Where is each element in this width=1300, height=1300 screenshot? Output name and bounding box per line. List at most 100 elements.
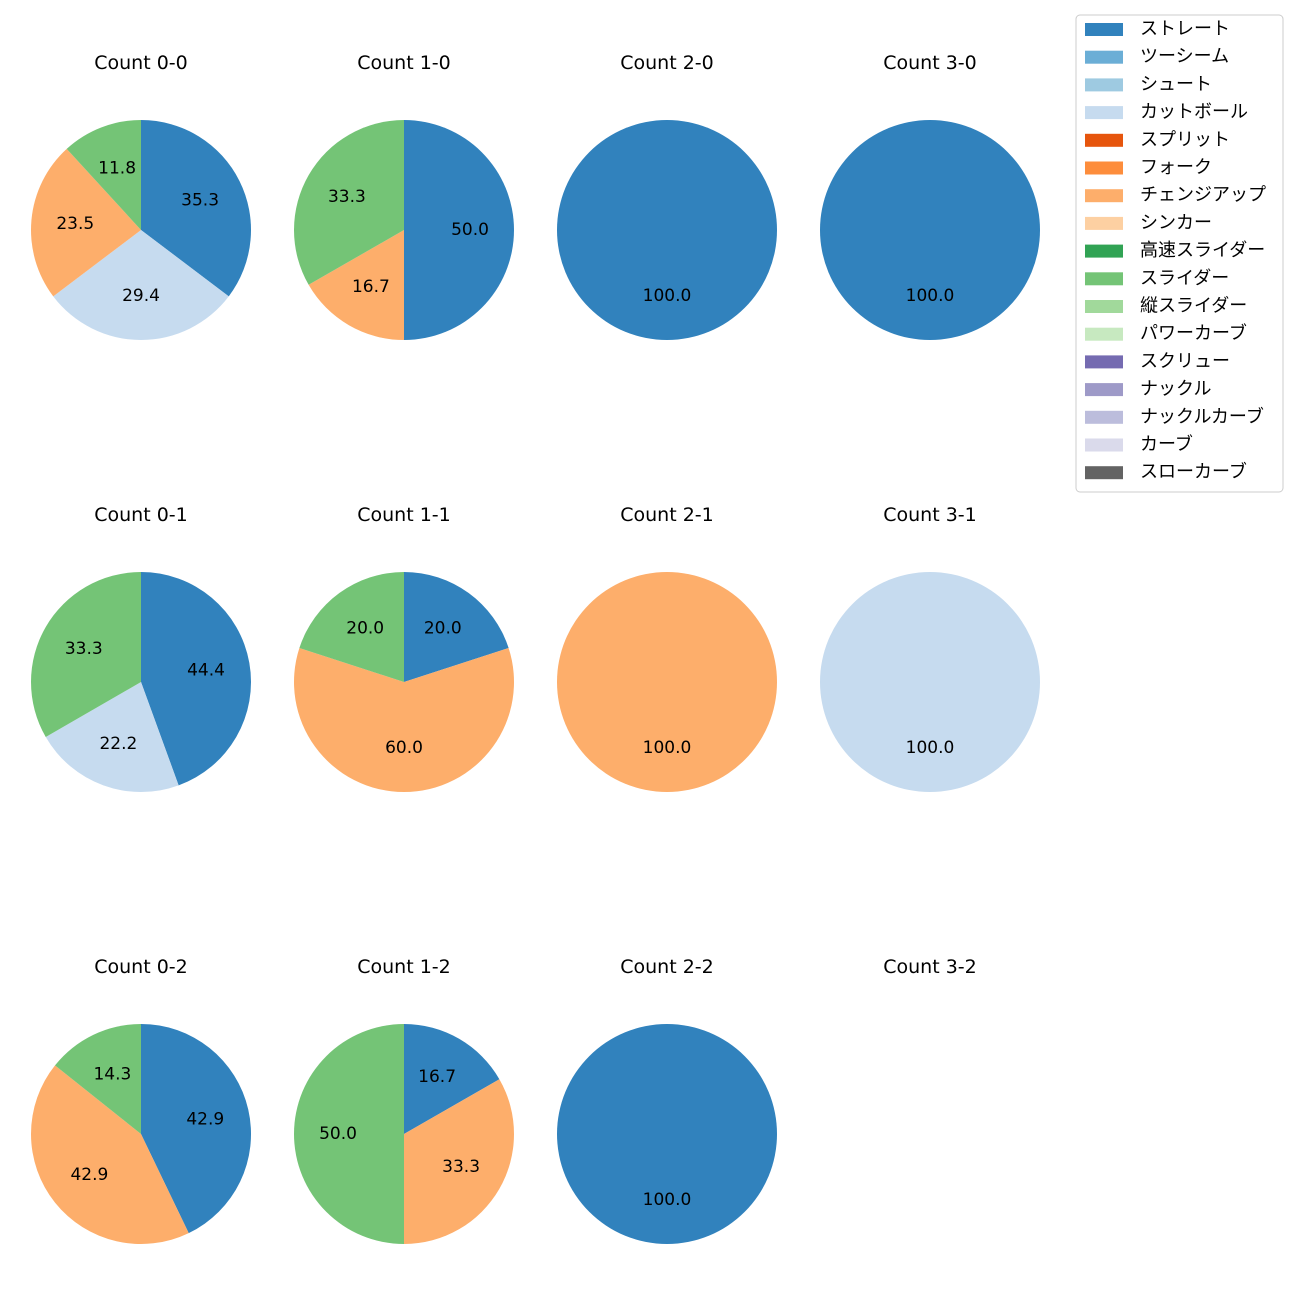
pie-slice xyxy=(820,572,1040,792)
pie-slice xyxy=(45,682,179,793)
legend-label: スローカーブ xyxy=(1140,461,1247,483)
pie-slice xyxy=(299,572,404,682)
legend-label: スライダー xyxy=(1140,268,1229,289)
legend-swatch xyxy=(1085,161,1123,175)
slice-label: 16.7 xyxy=(352,277,390,297)
pie-title: Count 1-0 xyxy=(357,52,451,74)
slice-label: 50.0 xyxy=(451,220,489,240)
pie-11: Count 2-2 100.0 xyxy=(557,956,777,1244)
pie-title: Count 3-0 xyxy=(883,52,977,74)
pie-slice xyxy=(141,1024,252,1234)
pie-title: Count 2-1 xyxy=(620,504,714,526)
pie-slice xyxy=(31,572,142,737)
legend-swatch xyxy=(1085,216,1123,230)
slice-label: 100.0 xyxy=(643,1190,692,1210)
legend-label: 縦スライダー xyxy=(1140,296,1247,317)
legend-label: スプリット xyxy=(1140,129,1230,150)
pie-slice xyxy=(294,1024,404,1244)
pies-layer: Count 0-0 35.3 29.4 23.5 11.8 Count 1-0 50.0 16… xyxy=(30,52,1040,1245)
pie-slice xyxy=(404,572,509,682)
slice-label: 44.4 xyxy=(187,661,225,681)
pie-1: Count 0-0 35.3 29.4 23.5 11.8 xyxy=(30,52,252,341)
pie-slice xyxy=(293,120,404,285)
pie-slice xyxy=(404,120,514,340)
slice-label: 100.0 xyxy=(643,286,692,306)
pie-title: Count 1-2 xyxy=(357,956,451,978)
pie-slice xyxy=(557,572,777,792)
slice-label: 42.9 xyxy=(70,1165,108,1185)
pie-slice xyxy=(30,148,142,297)
legend-label: フォーク xyxy=(1140,157,1212,178)
legend-label: カーブ xyxy=(1140,433,1193,455)
pie-title: Count 1-1 xyxy=(357,504,451,526)
pie-slice xyxy=(293,648,514,792)
slice-label: 33.3 xyxy=(328,187,366,207)
pie-slice xyxy=(404,1024,500,1134)
pie-2: Count 1-0 50.0 16.7 33.3 xyxy=(293,52,514,340)
legend-swatch xyxy=(1085,383,1123,397)
legend-label: ナックルカーブ xyxy=(1140,405,1264,427)
slice-label: 33.3 xyxy=(65,639,103,659)
slice-label: 16.7 xyxy=(418,1067,456,1087)
pie-3: Count 2-0 100.0 xyxy=(557,52,777,340)
legend-swatch xyxy=(1085,327,1123,341)
slice-label: 42.9 xyxy=(186,1109,224,1129)
pie-5: Count 0-1 44.4 22.2 33.3 xyxy=(31,504,252,793)
slice-label: 20.0 xyxy=(424,619,462,639)
legend-label: ナックル xyxy=(1140,379,1211,400)
pie-slice xyxy=(55,1024,141,1134)
slice-label: 33.3 xyxy=(442,1157,480,1177)
legend-label: ストレート xyxy=(1140,19,1230,40)
legend-swatch xyxy=(1085,133,1123,147)
legend-swatch xyxy=(1085,244,1123,258)
pie-slice xyxy=(404,1079,515,1244)
slice-label: 50.0 xyxy=(319,1124,357,1144)
legend-swatch xyxy=(1085,466,1123,480)
pie-slice xyxy=(820,120,1040,340)
pie-slice xyxy=(141,572,252,786)
legend-swatch xyxy=(1085,189,1123,203)
legend-swatch xyxy=(1085,300,1123,313)
legend-label: ツーシーム xyxy=(1140,46,1229,67)
pie-title: Count 3-2 xyxy=(883,956,977,978)
legend: ストレートツーシームシュートカットボールスプリットフォークチェンジアップシンカー… xyxy=(1075,14,1284,493)
slice-label: 100.0 xyxy=(906,286,955,306)
slice-label: 35.3 xyxy=(181,191,219,211)
legend-swatch xyxy=(1085,78,1123,92)
legend-label: パワーカーブ xyxy=(1140,322,1247,344)
pie-slice xyxy=(66,120,141,230)
legend-frame xyxy=(1075,14,1284,493)
pie-slice xyxy=(53,230,229,341)
slice-label: 100.0 xyxy=(643,738,692,758)
pie-title: Count 2-2 xyxy=(620,956,714,978)
pie-title: Count 0-2 xyxy=(94,956,188,978)
pie-8: Count 3-1 100.0 xyxy=(820,504,1040,792)
legend-label: チェンジアップ xyxy=(1140,185,1266,206)
pie-slice xyxy=(31,1065,189,1245)
slice-label: 23.5 xyxy=(56,214,94,234)
pie-7: Count 2-1 100.0 xyxy=(557,504,777,792)
legend-swatch xyxy=(1085,410,1123,424)
pie-title: Count 3-1 xyxy=(883,504,977,526)
slice-label: 14.3 xyxy=(93,1065,131,1085)
pie-6: Count 1-1 20.0 60.0 20.0 xyxy=(293,504,514,792)
legend-swatch xyxy=(1085,50,1123,64)
slice-label: 22.2 xyxy=(99,734,137,754)
pie-slice xyxy=(557,1024,777,1244)
pie-4: Count 3-0 100.0 xyxy=(820,52,1040,340)
legend-label: 高速スライダー xyxy=(1140,240,1265,261)
pie-slice xyxy=(141,119,252,297)
pie-title: Count 2-0 xyxy=(620,52,714,74)
pie-12: Count 3-2 xyxy=(883,956,977,978)
slice-label: 29.4 xyxy=(122,286,160,306)
legend-swatch xyxy=(1085,272,1123,286)
pie-slice xyxy=(308,230,404,340)
legend-swatch xyxy=(1085,438,1123,452)
legend-swatch xyxy=(1085,106,1123,120)
legend-label: シュート xyxy=(1140,74,1212,95)
legend-label: スクリュー xyxy=(1140,351,1230,372)
legend-swatch xyxy=(1085,355,1123,369)
slice-label: 20.0 xyxy=(346,619,384,639)
pie-10: Count 1-2 16.7 33.3 50.0 xyxy=(294,956,515,1244)
